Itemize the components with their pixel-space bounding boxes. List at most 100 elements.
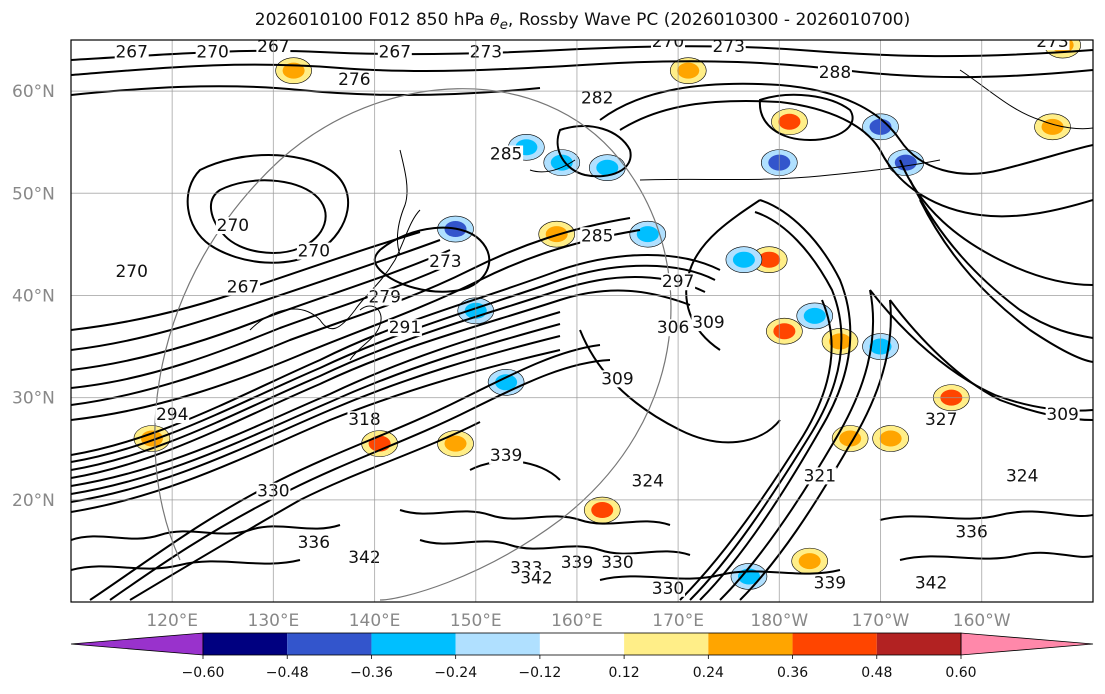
contour-label: 270	[196, 42, 228, 62]
colorbar: −0.60 −0.48 −0.36 −0.24 −0.12 0.12 0.24 0.36 0.4…	[70, 632, 1094, 681]
title-main: 2026010100 F012 850 hPa	[254, 10, 485, 30]
contour-label-bg	[691, 314, 726, 332]
shading-patch	[803, 307, 826, 324]
lon-tick-label: 140°E	[349, 611, 401, 631]
contour-label: 291	[389, 318, 421, 338]
contour-label-bg	[114, 43, 149, 61]
contour-label-bg	[651, 579, 686, 597]
contour-label: 267	[115, 42, 147, 62]
lon-tick-labels: 120°E 130°E 140°E 150°E 160°E 170°E 180°W 170°W…	[146, 611, 1010, 631]
lon-tick-label: 150°E	[450, 611, 502, 631]
contour-label-bg	[812, 574, 847, 592]
contour-label-bg	[651, 40, 686, 51]
title-rest: , Rossby Wave PC (2026010300 - 202601070…	[507, 10, 911, 30]
colorbar-tick-label: 0.36	[777, 665, 808, 681]
title-var: θe	[489, 10, 508, 34]
contour-label: 336	[298, 533, 330, 553]
lon-tick-label: 170°E	[652, 611, 704, 631]
contour-label-layer: 267 270 267 267 273 276 270 273 288 273 282 285 270 2…	[114, 32, 1080, 599]
colorbar-segment	[203, 633, 288, 655]
lat-tick-label: 50°N	[12, 184, 55, 204]
contour-label-bg	[630, 472, 665, 490]
colorbar-tick-label: 0.12	[609, 665, 640, 681]
colorbar-tick-label: 0.60	[945, 665, 976, 681]
reference-arc	[154, 88, 672, 601]
lat-tick-label: 30°N	[12, 389, 55, 409]
colorbar-extend-low	[70, 632, 204, 656]
contour-label: 273	[429, 252, 461, 272]
contour-label-bg	[924, 411, 959, 429]
shading-patch	[444, 435, 467, 452]
colorbar-segment	[876, 633, 961, 655]
contour-label-bg	[296, 242, 331, 260]
contour-label-bg	[802, 467, 837, 485]
shading-layer	[133, 40, 1081, 590]
shading-patch	[1041, 118, 1064, 135]
contour-label-bg	[580, 227, 615, 245]
contour-label: 309	[1046, 405, 1078, 425]
contour-label-bg	[377, 43, 412, 61]
colorbar-segment	[792, 633, 877, 655]
contour-label-bg	[1005, 467, 1040, 485]
contour-label: 324	[632, 471, 664, 491]
contour-label: 282	[581, 88, 613, 108]
contour-label: 342	[915, 574, 947, 594]
contour-label: 339	[490, 446, 522, 466]
contour-label: 273	[470, 42, 502, 62]
contour-label-bg	[347, 411, 382, 429]
contour-label: 279	[368, 288, 400, 308]
contour-label: 342	[520, 569, 552, 589]
gridline-layer	[71, 40, 1093, 602]
contour-label: 270	[217, 216, 249, 236]
contour-bundle	[71, 45, 1093, 601]
contour-label-bg	[215, 217, 250, 235]
contour-label-bg	[914, 574, 949, 592]
contour-label-bg	[519, 569, 554, 587]
contour-label-bg	[428, 252, 463, 270]
contour-label: 321	[804, 466, 836, 486]
contour-label-bg	[1045, 406, 1080, 424]
contour-label: 330	[601, 553, 633, 573]
colorbar-tick-label: 0.24	[693, 665, 724, 681]
colorbar-segment	[371, 633, 456, 655]
shading-patch	[282, 62, 305, 79]
colorbar-tick-label: −0.48	[266, 665, 309, 681]
shading-patch	[894, 154, 917, 171]
chart-title: 2026010100 F012 850 hPa θe, Rossby Wave …	[0, 10, 1105, 33]
shading-patch	[829, 333, 852, 350]
colorbar-tick-label: −0.12	[518, 665, 561, 681]
lon-tick-label: 120°E	[146, 611, 198, 631]
contour-label-bg	[817, 63, 852, 81]
shading-patch	[591, 502, 614, 519]
colorbar-tick-label: 0.48	[861, 665, 892, 681]
contour-label-bg	[656, 319, 691, 337]
lat-tick-labels: 60°N 50°N 40°N 30°N 20°N	[12, 82, 55, 511]
shading-patch	[778, 113, 801, 130]
contour-label-bg	[296, 533, 331, 551]
contour-label: 267	[227, 277, 259, 297]
contour-layer	[71, 45, 1093, 601]
contour-label: 342	[348, 548, 380, 568]
colorbar-segment	[455, 633, 540, 655]
contour-label-bg	[711, 40, 746, 56]
contour-label: 267	[379, 42, 411, 62]
contour-label-bg	[580, 89, 615, 107]
colorbar-frame	[202, 632, 962, 656]
contour-label-bg	[489, 145, 524, 163]
contour-label: 276	[338, 70, 370, 90]
contour-label: 273	[1036, 32, 1068, 52]
contour-label-bg	[387, 319, 422, 337]
lat-tick-label: 40°N	[12, 286, 55, 306]
lat-tick-label: 60°N	[12, 82, 55, 102]
shading-patch	[550, 154, 573, 171]
map-frame	[70, 39, 1094, 603]
shading-patch	[758, 251, 781, 268]
colorbar-tick-label: −0.60	[182, 665, 225, 681]
lon-tick-label: 180°W	[750, 611, 808, 631]
shading-patch	[732, 251, 755, 268]
contour-label: 285	[581, 226, 613, 246]
colorbar-tick-label: −0.36	[350, 665, 393, 681]
contour-label: 327	[925, 410, 957, 430]
contour-label-bg	[367, 288, 402, 306]
